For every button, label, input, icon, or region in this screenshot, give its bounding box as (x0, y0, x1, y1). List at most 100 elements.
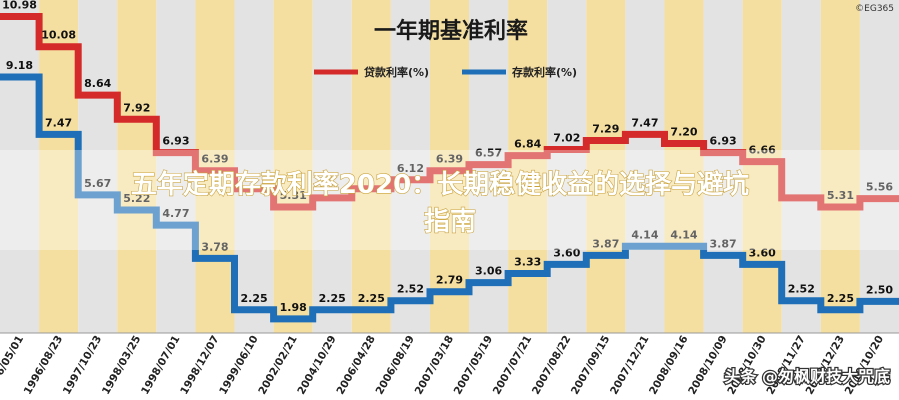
category-stripe (664, 0, 704, 333)
deposit-value-label: 2.52 (397, 283, 424, 296)
deposit-rate-line (0, 73, 899, 323)
x-tick-label: 2006/08/19 (374, 334, 417, 397)
x-tick-label: 1999/06/10 (217, 334, 260, 397)
category-stripe (195, 0, 235, 333)
category-stripe (117, 0, 157, 333)
category-stripe (429, 0, 470, 333)
x-tick-label: 2007/07/21 (491, 334, 534, 397)
x-tick-label: 2006/04/28 (334, 334, 377, 397)
x-tick-label: 2010/10/20 (843, 334, 886, 397)
category-stripe (0, 0, 40, 333)
x-tick-label: 2008/10/09 (686, 334, 729, 397)
x-tick-label: 1998/12/07 (178, 334, 221, 397)
loan-value-label: 6.39 (436, 153, 463, 166)
category-stripe (508, 0, 548, 333)
loan-value-label: 6.84 (514, 138, 541, 151)
x-tick-label: 1997/10/23 (61, 334, 104, 397)
loan-value-label: 10.08 (41, 29, 76, 42)
loan-value-label: 6.57 (475, 147, 502, 160)
category-stripe (781, 0, 821, 333)
loan-value-label: 5.31 (827, 189, 854, 202)
loan-value-label: 5.31 (280, 189, 307, 202)
deposit-value-label: 3.06 (475, 265, 502, 278)
chart-title: 一年期基准利率 (374, 18, 528, 44)
deposit-value-label: 4.14 (631, 228, 658, 241)
x-tick-label: 1996/08/23 (22, 334, 65, 397)
banner-line-1: 五年定期存款利率2020：长期稳健收益的选择与避坑 (131, 169, 749, 200)
category-stripe (625, 0, 665, 333)
legend-label-deposit: 存款利率(%) (512, 65, 577, 79)
category-stripe (703, 0, 743, 333)
deposit-value-label: 3.60 (553, 246, 580, 259)
x-tick-label: 2007/12/21 (608, 334, 651, 397)
deposit-value-label: 4.77 (162, 207, 189, 220)
loan-value-label: 6.12 (397, 162, 424, 175)
deposit-value-label: 3.78 (201, 240, 228, 253)
category-stripe (78, 0, 118, 333)
deposit-value-label: 3.87 (710, 237, 737, 250)
category-stripe (39, 0, 79, 333)
deposit-value-label: 2.25 (827, 292, 854, 305)
category-stripe (586, 0, 626, 333)
deposit-value-label: 9.18 (6, 59, 33, 72)
x-tick-labels: 1996/05/011996/08/231997/10/231998/03/25… (0, 333, 886, 396)
x-tick-label: 2008/10/30 (725, 334, 768, 397)
deposit-value-label: 1.98 (280, 301, 307, 314)
category-stripes (0, 0, 899, 333)
banner-backdrop (0, 150, 899, 250)
copyright-mark: ©EG365 (855, 4, 894, 14)
loan-value-label: 8.64 (84, 77, 111, 90)
loan-value-label: 7.02 (553, 132, 580, 145)
deposit-value-label: 2.79 (436, 274, 463, 287)
overlay-banner: 五年定期存款利率2020：长期稳健收益的选择与避坑 指南 (0, 150, 899, 250)
category-stripe (351, 0, 391, 333)
x-tick-label: 2007/08/22 (530, 334, 573, 397)
x-tick-label: 2007/09/15 (569, 334, 612, 397)
loan-value-label: 7.20 (670, 126, 697, 139)
loan-value-label: 5.56 (866, 181, 893, 194)
x-tick-label: 2008/12/23 (804, 334, 847, 397)
category-stripe (234, 0, 274, 333)
loan-value-label: 6.66 (749, 144, 776, 157)
deposit-value-label: 3.60 (749, 246, 776, 259)
loan-value-label: 7.29 (592, 123, 619, 136)
banner-line-2: 指南 (424, 207, 476, 237)
x-tick-label: 2002/02/21 (256, 334, 299, 397)
loan-value-label: 7.47 (631, 116, 658, 129)
source-watermark: 头条 @匆枫财技大咒底 (724, 367, 890, 386)
category-stripe (273, 0, 313, 333)
category-stripe (156, 0, 196, 333)
deposit-value-label: 3.33 (514, 256, 541, 269)
x-tick-label: 2007/03/18 (413, 334, 456, 397)
loan-value-label: 10.98 (2, 0, 37, 12)
series-lines (0, 13, 899, 323)
deposit-value-label: 3.87 (592, 237, 619, 250)
category-stripe (312, 0, 352, 333)
category-stripe (859, 0, 899, 333)
x-tick-label: 2008/09/16 (647, 334, 690, 397)
x-tick-label: 2004/10/29 (295, 334, 338, 397)
loan-value-label: 6.39 (201, 153, 228, 166)
deposit-value-label: 2.50 (866, 283, 893, 296)
x-tick-label: 1996/05/01 (0, 334, 26, 397)
x-tick-label: 2007/05/19 (452, 333, 495, 396)
deposit-value-label: 5.67 (84, 177, 111, 190)
loan-value-label: 6.93 (162, 135, 189, 148)
loan-value-label: 6.93 (710, 135, 737, 148)
legend-label-loan: 贷款利率(%) (364, 65, 429, 79)
category-stripe (820, 0, 860, 333)
deposit-value-label: 2.52 (788, 283, 815, 296)
deposit-value-label: 5.22 (123, 192, 150, 205)
x-tick-label: 1998/07/01 (139, 334, 182, 397)
legend: 贷款利率(%) 存款利率(%) (314, 65, 577, 79)
deposit-value-label: 2.25 (319, 292, 346, 305)
category-stripe (547, 0, 587, 333)
category-stripe (742, 0, 782, 333)
deposit-value-label: 2.25 (241, 292, 268, 305)
loan-rate-line (0, 13, 899, 211)
loan-value-label: 7.92 (123, 101, 150, 114)
x-tick-label: 1998/03/25 (100, 334, 143, 397)
category-stripe (390, 0, 430, 333)
